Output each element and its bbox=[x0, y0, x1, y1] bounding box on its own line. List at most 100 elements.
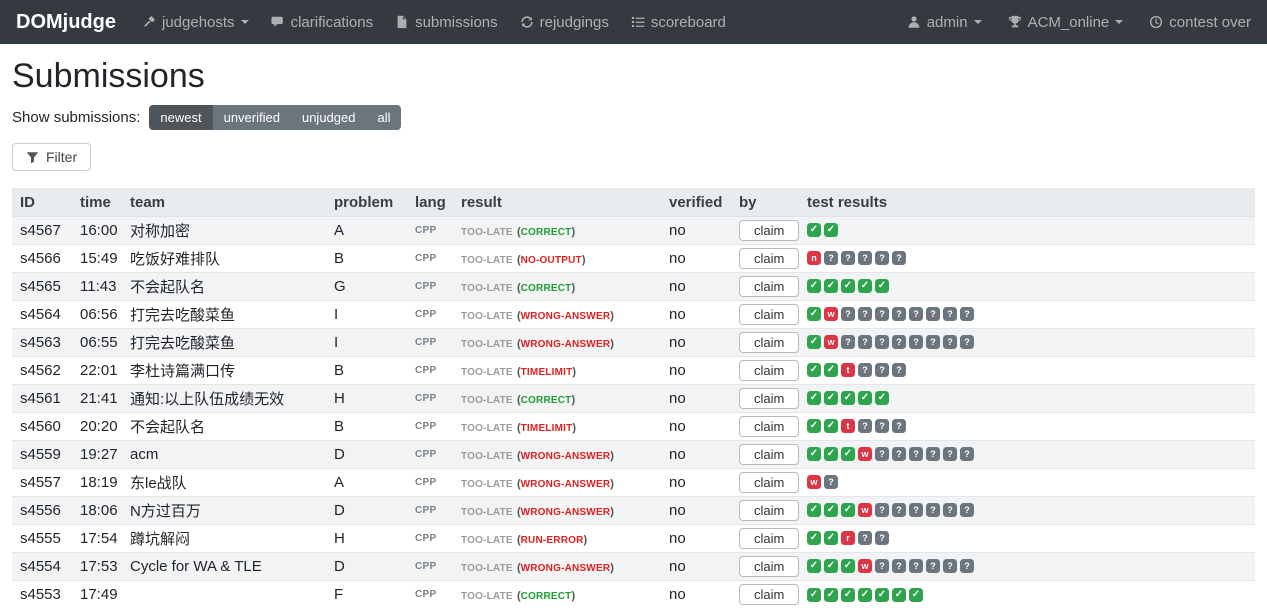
language[interactable]: CPP bbox=[415, 532, 437, 544]
table-row[interactable]: s4566 15:49 吃饭好难排队 B CPP TOO-LATE (NO-OU… bbox=[12, 244, 1255, 272]
filter-button[interactable]: Filter bbox=[12, 143, 92, 172]
table-row[interactable]: s4555 17:54 蹲坑解闷 H CPP TOO-LATE (RUN-ERR… bbox=[12, 524, 1255, 552]
table-row[interactable]: s4556 18:06 N方过百万 D CPP TOO-LATE (WRONG-… bbox=[12, 496, 1255, 525]
result-cell[interactable]: TOO-LATE (WRONG-ANSWER) bbox=[453, 300, 661, 328]
result-cell[interactable]: TOO-LATE (WRONG-ANSWER) bbox=[453, 468, 661, 496]
language[interactable]: CPP bbox=[415, 448, 437, 460]
problem-letter[interactable]: G bbox=[334, 277, 346, 295]
result-cell[interactable]: TOO-LATE (WRONG-ANSWER) bbox=[453, 496, 661, 524]
team-name[interactable]: 对称加密 bbox=[130, 222, 191, 240]
submission-time[interactable]: 06:55 bbox=[80, 333, 118, 351]
team-name[interactable]: 不会起队名 bbox=[130, 278, 206, 296]
table-row[interactable]: s4562 22:01 李杜诗篇满口传 B CPP TOO-LATE (TIME… bbox=[12, 356, 1255, 384]
submission-id[interactable]: s4562 bbox=[20, 361, 61, 379]
claim-button[interactable]: claim bbox=[739, 527, 799, 549]
submission-id[interactable]: s4560 bbox=[20, 417, 61, 435]
submission-time[interactable]: 06:56 bbox=[80, 305, 118, 323]
nav-contest-select[interactable]: ACM_online bbox=[1008, 14, 1124, 31]
language[interactable]: CPP bbox=[415, 392, 437, 404]
app-brand[interactable]: DOMjudge bbox=[16, 10, 116, 33]
team-name[interactable]: Cycle for WA & TLE bbox=[130, 557, 262, 575]
language[interactable]: CPP bbox=[415, 476, 437, 488]
table-row[interactable]: s4567 16:00 对称加密 A CPP TOO-LATE (CORRECT… bbox=[12, 216, 1255, 245]
language[interactable]: CPP bbox=[415, 504, 437, 516]
submission-time[interactable]: 17:54 bbox=[80, 529, 118, 547]
language[interactable]: CPP bbox=[415, 560, 437, 572]
problem-letter[interactable]: B bbox=[334, 249, 345, 267]
submission-time[interactable]: 17:53 bbox=[80, 557, 118, 575]
problem-letter[interactable]: B bbox=[334, 361, 345, 379]
table-row[interactable]: s4554 17:53 Cycle for WA & TLE D CPP TOO… bbox=[12, 552, 1255, 581]
language[interactable]: CPP bbox=[415, 364, 437, 376]
problem-letter[interactable]: D bbox=[334, 557, 345, 575]
submission-id[interactable]: s4563 bbox=[20, 333, 61, 351]
claim-button[interactable]: claim bbox=[739, 387, 799, 409]
team-name[interactable]: 李杜诗篇满口传 bbox=[130, 362, 236, 380]
submission-time[interactable]: 18:06 bbox=[80, 501, 118, 519]
result-cell[interactable]: TOO-LATE (CORRECT) bbox=[453, 272, 661, 300]
nav-judgehosts[interactable]: judgehosts bbox=[142, 14, 249, 31]
claim-button[interactable]: claim bbox=[739, 555, 799, 577]
team-name[interactable] bbox=[122, 580, 326, 608]
submission-id[interactable]: s4567 bbox=[20, 221, 61, 239]
team-name[interactable]: 打完去吃酸菜鱼 bbox=[130, 306, 236, 324]
result-cell[interactable]: TOO-LATE (WRONG-ANSWER) bbox=[453, 328, 661, 356]
table-row[interactable]: s4563 06:55 打完去吃酸菜鱼 I CPP TOO-LATE (WRON… bbox=[12, 328, 1255, 357]
claim-button[interactable]: claim bbox=[739, 443, 799, 465]
language[interactable]: CPP bbox=[415, 420, 437, 432]
problem-letter[interactable]: D bbox=[334, 445, 345, 463]
problem-letter[interactable]: H bbox=[334, 389, 345, 407]
submission-time[interactable]: 17:49 bbox=[80, 586, 118, 604]
nav-submissions[interactable]: submissions bbox=[395, 14, 498, 31]
submission-time[interactable]: 18:19 bbox=[80, 473, 118, 491]
language[interactable]: CPP bbox=[415, 589, 437, 601]
problem-letter[interactable]: A bbox=[334, 221, 345, 239]
table-row[interactable]: s4565 11:43 不会起队名 G CPP TOO-LATE (CORREC… bbox=[12, 272, 1255, 301]
claim-button[interactable]: claim bbox=[739, 471, 799, 493]
submission-id[interactable]: s4553 bbox=[20, 586, 61, 604]
submission-id[interactable]: s4564 bbox=[20, 305, 61, 323]
view-all-button[interactable]: all bbox=[366, 105, 402, 131]
submission-id[interactable]: s4561 bbox=[20, 389, 61, 407]
submission-id[interactable]: s4557 bbox=[20, 473, 61, 491]
team-name[interactable]: 吃饭好难排队 bbox=[130, 250, 221, 268]
problem-letter[interactable]: A bbox=[334, 473, 345, 491]
team-name[interactable]: 东le战队 bbox=[130, 474, 187, 492]
result-cell[interactable]: TOO-LATE (CORRECT) bbox=[453, 580, 661, 608]
view-newest-button[interactable]: newest bbox=[149, 105, 213, 131]
result-cell[interactable]: TOO-LATE (CORRECT) bbox=[453, 384, 661, 412]
claim-button[interactable]: claim bbox=[739, 331, 799, 353]
view-unjudged-button[interactable]: unjudged bbox=[290, 105, 367, 131]
nav-clarifications[interactable]: clarifications bbox=[271, 14, 373, 31]
view-unverified-button[interactable]: unverified bbox=[212, 105, 291, 131]
submission-time[interactable]: 21:41 bbox=[80, 389, 118, 407]
result-cell[interactable]: TOO-LATE (TIMELIMIT) bbox=[453, 356, 661, 384]
submission-time[interactable]: 16:00 bbox=[80, 221, 118, 239]
submission-id[interactable]: s4556 bbox=[20, 501, 61, 519]
submission-time[interactable]: 11:43 bbox=[80, 277, 117, 295]
claim-button[interactable]: claim bbox=[739, 359, 799, 381]
claim-button[interactable]: claim bbox=[739, 584, 799, 606]
table-row[interactable]: s4557 18:19 东le战队 A CPP TOO-LATE (WRONG-… bbox=[12, 468, 1255, 496]
team-name[interactable]: 通知:以上队伍成绩无效 bbox=[130, 390, 285, 408]
nav-admin-menu[interactable]: admin bbox=[907, 14, 982, 31]
team-name[interactable]: acm bbox=[130, 445, 159, 463]
problem-letter[interactable]: B bbox=[334, 417, 345, 435]
claim-button[interactable]: claim bbox=[739, 247, 799, 269]
claim-button[interactable]: claim bbox=[739, 415, 799, 437]
table-row[interactable]: s4560 20:20 不会起队名 B CPP TOO-LATE (TIMELI… bbox=[12, 412, 1255, 440]
result-cell[interactable]: TOO-LATE (CORRECT) bbox=[453, 216, 661, 244]
team-name[interactable]: N方过百万 bbox=[130, 502, 201, 520]
table-row[interactable]: s4564 06:56 打完去吃酸菜鱼 I CPP TOO-LATE (WRON… bbox=[12, 300, 1255, 328]
language[interactable]: CPP bbox=[415, 224, 437, 236]
team-name[interactable]: 蹲坑解闷 bbox=[130, 530, 191, 548]
submission-time[interactable]: 19:27 bbox=[80, 445, 118, 463]
result-cell[interactable]: TOO-LATE (NO-OUTPUT) bbox=[453, 244, 661, 272]
claim-button[interactable]: claim bbox=[739, 303, 799, 325]
nav-scoreboard[interactable]: scoreboard bbox=[631, 14, 726, 31]
result-cell[interactable]: TOO-LATE (TIMELIMIT) bbox=[453, 412, 661, 440]
problem-letter[interactable]: F bbox=[334, 586, 344, 604]
claim-button[interactable]: claim bbox=[739, 219, 799, 241]
table-row[interactable]: s4561 21:41 通知:以上队伍成绩无效 H CPP TOO-LATE (… bbox=[12, 384, 1255, 413]
table-row[interactable]: s4553 17:49 F CPP TOO-LATE (CORRECT) no … bbox=[12, 580, 1255, 608]
